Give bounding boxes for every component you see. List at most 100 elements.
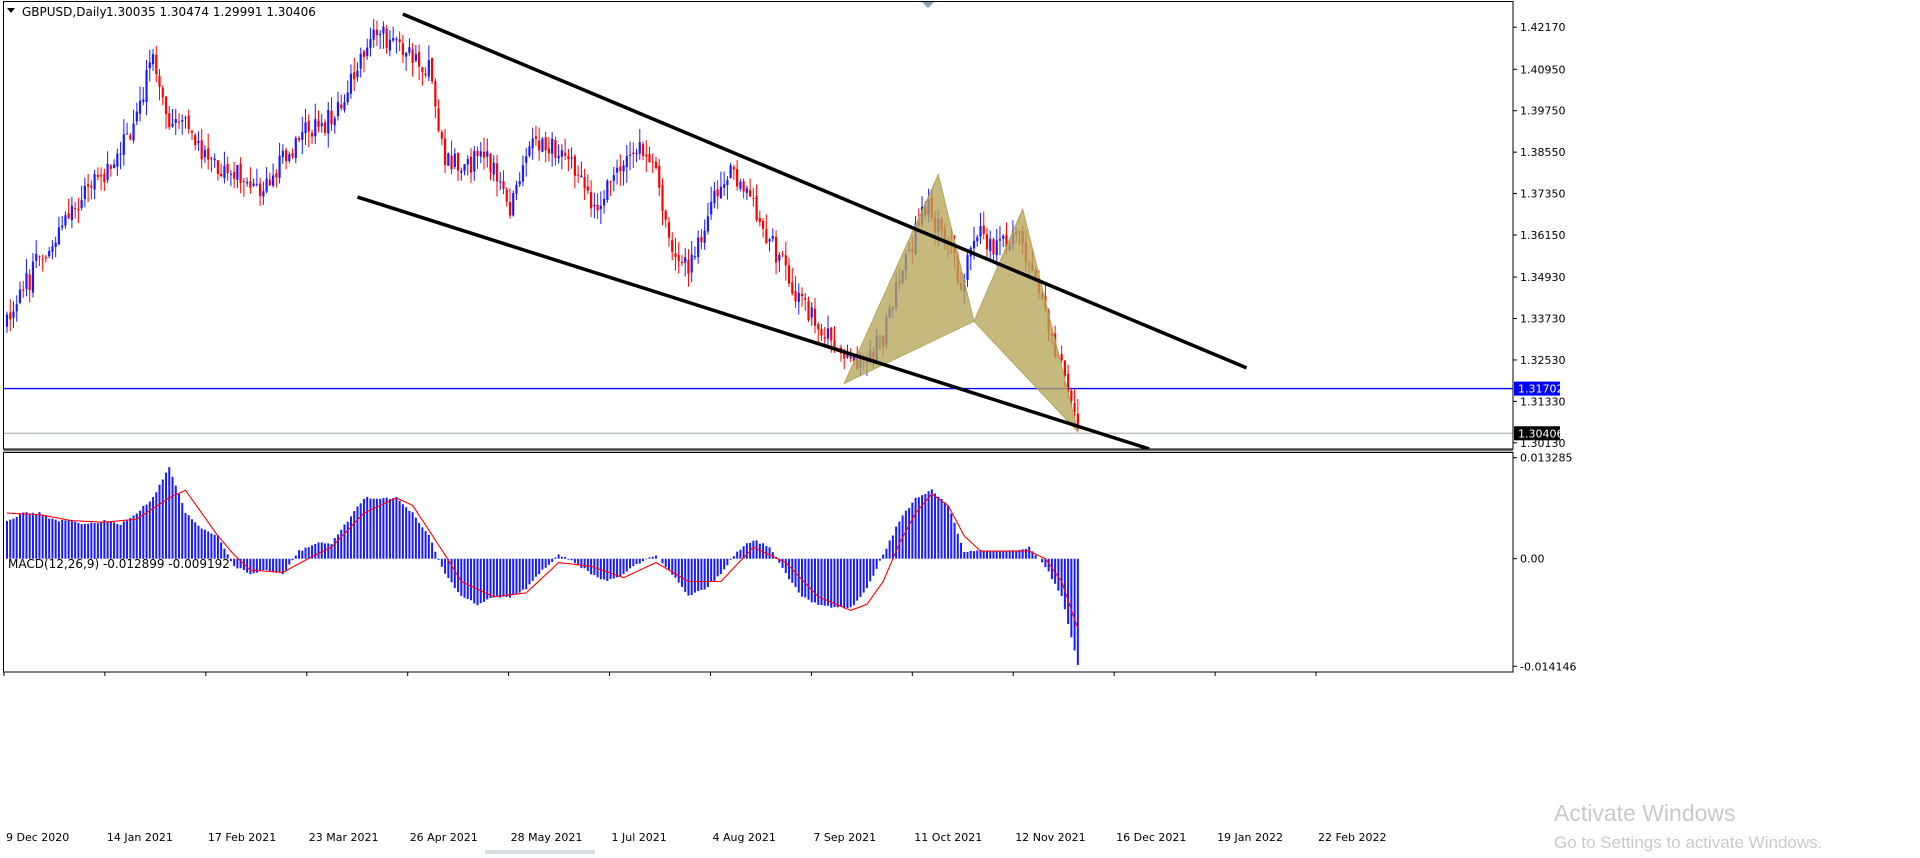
candle-body [687,259,690,274]
price-tick-label: 1.38550 [1520,146,1566,159]
candle-body [145,70,148,102]
candle-body [271,175,275,186]
price-tick-label: 1.34930 [1520,271,1566,284]
candle-body [229,173,233,175]
candle-body [667,222,671,238]
time-tick-label: 26 Apr 2021 [410,831,478,844]
candle-body [979,226,982,237]
chart-ohlc: 1.30035 1.30474 1.29991 1.30406 [106,5,316,19]
candle-body [340,104,343,108]
time-tick-label: 1 Jul 2021 [612,831,667,844]
candle-body [25,273,28,289]
candle-body [320,123,323,127]
candle-body [57,227,61,245]
candle-body [752,198,755,200]
candle-body [246,182,249,184]
channel-lower-line[interactable] [356,195,1150,451]
candle-body [430,58,434,82]
candle-body [492,162,495,175]
candle-body [541,138,544,152]
time-tick-label: 19 Jan 2022 [1217,831,1283,844]
candle-body [635,152,638,154]
candle-body [177,121,181,123]
candle-body [583,177,586,189]
candle-body [995,240,998,256]
candle-body [612,175,615,181]
candle-body [171,123,174,127]
candle-body [226,163,229,174]
candle-body [505,189,508,202]
candle-body [567,155,570,160]
candle-body [534,136,538,139]
candle-body [90,185,93,188]
channel-upper-line[interactable] [402,12,1248,370]
macd-pane-border [3,452,1514,673]
candle-body [67,213,70,219]
time-tick-label: 14 Jan 2021 [107,831,173,844]
macd-plot [6,467,1079,666]
candle-body [551,138,554,154]
candle-body [281,150,284,158]
candle-body [421,67,424,72]
candle-body [122,134,125,155]
last-price-tag [1514,426,1560,441]
candle-body [424,73,427,76]
candle-body [830,327,833,341]
candle-body [453,153,456,167]
candle-body [395,39,398,41]
candle-body [1002,235,1005,239]
scrollbar-thumb[interactable] [485,850,595,854]
candle-body [982,225,985,235]
candle-body [301,132,304,140]
scroll-marker-icon[interactable] [922,2,934,8]
macd-tick-label: -0.014146 [1520,660,1576,673]
candle-body [314,119,317,137]
candle-body [70,205,73,220]
candle-body [693,256,697,258]
time-tick-label: 28 May 2021 [511,831,583,844]
candle-body [255,183,258,185]
candle-body [9,312,12,320]
candle-body [408,47,411,53]
candle-body [525,156,528,163]
candle-body [103,173,106,183]
candle-body [38,256,41,258]
candle-body [74,207,77,210]
candle-body [155,54,158,75]
candle-body [158,75,161,87]
candle-body [823,337,826,339]
candle-body [174,118,177,123]
chart-frame [3,1,1514,673]
candle-body [427,60,430,77]
candle-body [233,171,236,179]
macd-label: MACD(12,26,9) -0.012899 -0.009192 [8,557,230,571]
candle-body [502,180,505,189]
candle-body [778,254,781,261]
candle-body [284,150,288,162]
candle-body [554,139,557,158]
candle-body [677,255,680,262]
price-tick-label: 1.36150 [1520,229,1566,242]
candle-body [200,140,203,160]
candle-body [729,165,732,178]
candle-body [262,191,265,197]
chevron-down-icon[interactable] [7,8,15,13]
candle-body [148,62,151,69]
candle-body [41,258,44,260]
candle-body [96,174,99,177]
candle-body [508,202,512,216]
candle-body [132,123,135,141]
candle-body [538,140,541,151]
candle-body [658,165,661,188]
candle-body [317,120,320,128]
main-pane-border [3,1,1514,450]
candle-body [998,239,1002,241]
candle-body [739,181,742,189]
candle-body [359,53,362,69]
candle-body [197,140,200,144]
candle-body [434,81,437,107]
candle-body [336,102,340,117]
